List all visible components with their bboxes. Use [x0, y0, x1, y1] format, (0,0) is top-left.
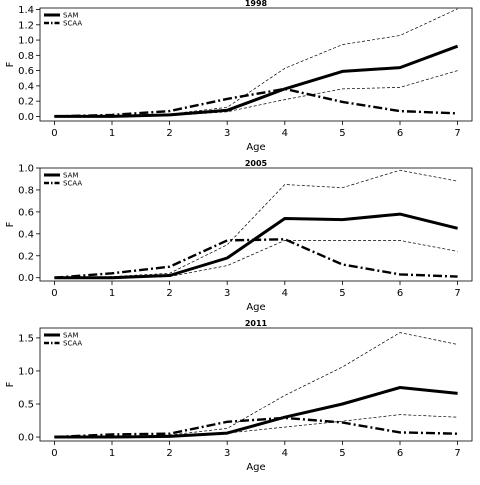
series-line-scaa [54, 239, 457, 277]
y-tick-label: 0.2 [18, 97, 34, 108]
y-tick-label: 0.0 [18, 273, 34, 284]
x-tick-label: 6 [397, 288, 403, 299]
y-tick-label: 0.6 [18, 207, 34, 218]
x-tick-label: 4 [282, 288, 288, 299]
x-tick-label: 2 [166, 288, 172, 299]
y-tick-label: 0.0 [18, 112, 34, 123]
y-tick-label: 0.2 [18, 251, 34, 262]
y-tick-label: 0.8 [18, 51, 34, 62]
x-tick-label: 0 [51, 288, 57, 299]
legend-label-sam: SAM [63, 172, 78, 180]
x-tick-label: 7 [454, 128, 460, 139]
x-tick-label: 2 [166, 128, 172, 139]
plot-frame [40, 168, 472, 281]
x-tick-label: 1 [109, 128, 115, 139]
x-tick-label: 5 [339, 288, 345, 299]
chart-title: 2011 [245, 319, 268, 328]
legend-label-sam: SAM [63, 332, 78, 340]
x-tick-label: 2 [166, 448, 172, 459]
x-tick-label: 1 [109, 288, 115, 299]
chart-panel-2005: 2005 0 1 2 3 4 5 6 7 0.0 0.2 0.4 0.6 0.8 1.0 Age F SAMSCA… [5, 159, 472, 313]
y-tick-label: 1.0 [18, 164, 34, 175]
legend-label-scaa: SCAA [63, 340, 82, 348]
y-tick-label: 0.0 [18, 433, 34, 444]
y-tick-label: 1.4 [18, 5, 34, 16]
legend-label-scaa: SCAA [63, 180, 82, 188]
series-line-scaa [54, 418, 457, 437]
x-tick-label: 4 [282, 128, 288, 139]
x-tick-label: 0 [51, 448, 57, 459]
y-tick-label: 0.5 [18, 399, 34, 410]
chart-title: 2005 [245, 159, 268, 168]
y-tick-label: 0.4 [18, 229, 34, 240]
y-tick-label: 1.0 [18, 366, 34, 377]
chart-title: 1998 [245, 0, 268, 8]
y-axis-label: F [5, 61, 16, 67]
x-tick-label: 0 [51, 128, 57, 139]
x-tick-label: 5 [339, 448, 345, 459]
y-tick-label: 1.0 [18, 36, 34, 47]
chart-panel-1998: 1998 0 1 2 3 4 5 6 7 0.0 0.2 0.4 0.6 0.8 1.0 1.2 1.4 Age F… [5, 0, 472, 153]
x-tick-label: 3 [224, 128, 230, 139]
x-tick-label: 3 [224, 288, 230, 299]
y-tick-label: 0.4 [18, 81, 34, 92]
x-tick-label: 7 [454, 288, 460, 299]
y-tick-label: 1.5 [18, 333, 34, 344]
x-tick-label: 4 [282, 448, 288, 459]
x-tick-label: 6 [397, 128, 403, 139]
series-line-band-3 [54, 240, 457, 277]
x-tick-label: 3 [224, 448, 230, 459]
y-tick-label: 0.6 [18, 66, 34, 77]
series-line-scaa [54, 89, 457, 117]
legend-label-sam: SAM [63, 12, 78, 20]
y-tick-label: 0.8 [18, 185, 34, 196]
series-line-band-2 [54, 170, 457, 278]
series-line-sam [54, 214, 457, 278]
x-axis-label: Age [246, 142, 265, 153]
x-tick-label: 1 [109, 448, 115, 459]
legend-label-scaa: SCAA [63, 20, 82, 28]
x-axis-label: Age [246, 302, 265, 313]
x-tick-label: 6 [397, 448, 403, 459]
y-axis-label: F [5, 221, 16, 227]
x-tick-label: 7 [454, 448, 460, 459]
y-axis-label: F [5, 381, 16, 387]
x-axis-label: Age [246, 462, 265, 473]
y-tick-label: 1.2 [18, 20, 34, 31]
series-line-band-2 [54, 333, 457, 437]
x-tick-label: 5 [339, 128, 345, 139]
